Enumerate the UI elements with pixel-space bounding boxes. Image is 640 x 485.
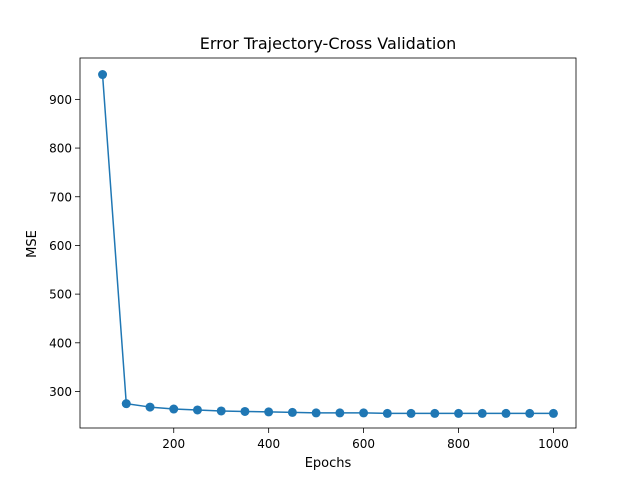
y-tick-label: 400 bbox=[49, 336, 72, 350]
data-point bbox=[335, 408, 345, 418]
data-point bbox=[287, 407, 297, 417]
data-point bbox=[359, 408, 369, 418]
x-tick-label: 400 bbox=[257, 437, 280, 451]
data-point bbox=[548, 408, 558, 418]
y-tick-label: 800 bbox=[49, 142, 72, 156]
data-point bbox=[192, 405, 202, 415]
data-point bbox=[240, 406, 250, 416]
x-axis-label: Epochs bbox=[305, 456, 352, 471]
x-tick-label: 800 bbox=[447, 437, 470, 451]
y-tick-label: 500 bbox=[49, 288, 72, 302]
plot-frame bbox=[79, 57, 577, 429]
plot-layer bbox=[98, 70, 558, 418]
data-point bbox=[264, 407, 274, 417]
y-axis-label: MSE bbox=[25, 230, 40, 258]
data-point bbox=[121, 399, 131, 409]
y-tick-label: 300 bbox=[49, 385, 72, 399]
data-point bbox=[406, 408, 416, 418]
data-point bbox=[477, 408, 487, 418]
data-point bbox=[525, 408, 535, 418]
chart-title: Error Trajectory-Cross Validation bbox=[200, 34, 457, 53]
data-point bbox=[501, 408, 511, 418]
data-point bbox=[98, 70, 108, 80]
x-tick-label: 600 bbox=[352, 437, 375, 451]
data-point bbox=[216, 406, 226, 416]
data-point bbox=[454, 408, 464, 418]
x-tick-label: 200 bbox=[162, 437, 185, 451]
data-point bbox=[430, 408, 440, 418]
axes-layer: 200 400 600 800 1000 300 400 500 600 700 800 900 bbox=[49, 57, 577, 451]
data-point bbox=[145, 402, 155, 412]
y-tick-label: 700 bbox=[49, 190, 72, 204]
x-tick-label: 1000 bbox=[538, 437, 569, 451]
y-tick-label: 600 bbox=[49, 239, 72, 253]
y-tick-label: 900 bbox=[49, 93, 72, 107]
data-point bbox=[169, 404, 179, 414]
data-point bbox=[382, 408, 392, 418]
data-point bbox=[311, 408, 321, 418]
